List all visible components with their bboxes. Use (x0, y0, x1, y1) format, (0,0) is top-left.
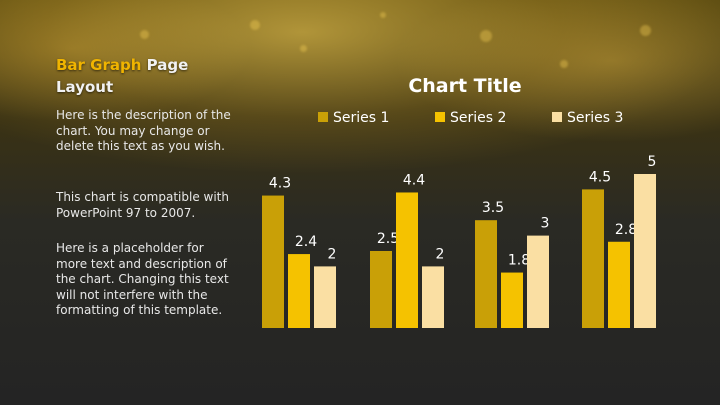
bar (527, 235, 549, 328)
bokeh-light (250, 20, 260, 30)
data-label: 2.5 (377, 231, 399, 247)
bar (475, 220, 497, 328)
data-label: 3.5 (482, 200, 504, 216)
data-label: 5 (648, 154, 657, 170)
bokeh-light (480, 30, 492, 42)
bar (370, 251, 392, 328)
data-label: 2.4 (295, 234, 317, 250)
legend-swatch (435, 112, 445, 122)
legend-swatch (318, 112, 328, 122)
bar (608, 241, 630, 328)
bar (634, 174, 656, 328)
bar (288, 254, 310, 328)
slide-title: Bar Graph Page Layout (56, 54, 236, 98)
slide-title-rest: Page Layout (56, 56, 189, 96)
bokeh-light (380, 12, 386, 18)
bar (314, 266, 336, 328)
data-label: 2 (436, 246, 445, 262)
legend-label: Series 1 (333, 110, 389, 126)
bar (582, 189, 604, 328)
slide-title-accent: Bar Graph (56, 56, 142, 74)
data-label: 3 (541, 216, 550, 232)
data-label: 1.8 (508, 253, 530, 269)
bar (501, 272, 523, 328)
data-label: 4.5 (589, 169, 611, 185)
description-paragraph: Here is a placeholder for more text and … (56, 241, 229, 317)
bokeh-light (140, 30, 149, 39)
bokeh-light (640, 25, 651, 36)
bokeh-light (560, 60, 568, 68)
bokeh-light (300, 45, 307, 52)
description-paragraph: Here is the description of the chart. Yo… (56, 108, 231, 153)
legend-label: Series 2 (450, 110, 506, 126)
data-label: 2.8 (615, 222, 637, 238)
chart-title: Chart Title (408, 75, 521, 97)
data-label: 4.4 (403, 172, 425, 188)
bar (422, 266, 444, 328)
data-label: 4.3 (269, 176, 291, 192)
description-paragraph: This chart is compatible with PowerPoint… (56, 190, 229, 220)
legend-swatch (552, 112, 562, 122)
data-label: 2 (328, 246, 337, 262)
legend-label: Series 3 (567, 110, 623, 126)
bar (262, 195, 284, 328)
bar (396, 192, 418, 328)
